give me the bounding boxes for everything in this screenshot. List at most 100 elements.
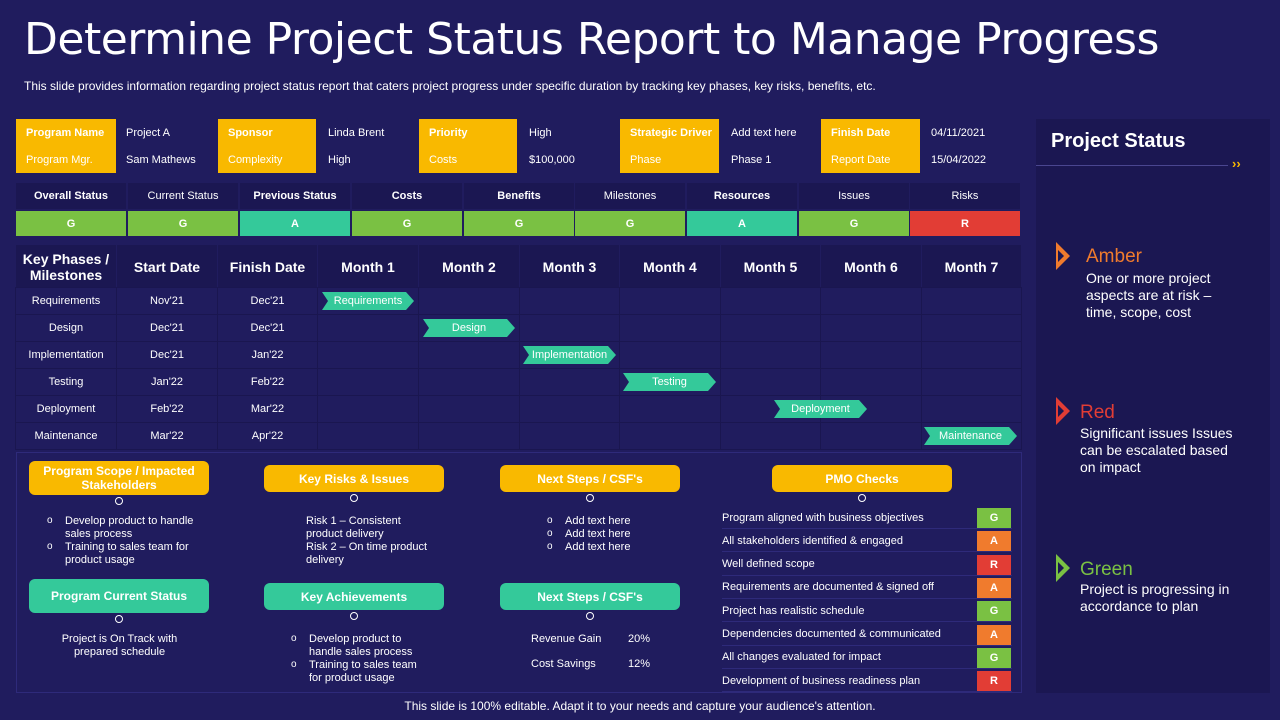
- program-current-status-text: Project is On Track with prepared schedu…: [61, 633, 178, 658]
- status-badge: R: [977, 671, 1011, 692]
- status-badge: G: [799, 211, 909, 236]
- marker-inner: [1058, 405, 1064, 417]
- status-header: Milestones: [575, 183, 685, 209]
- finish-date-value: 04/11/2021: [931, 126, 986, 139]
- status-badge: R: [977, 554, 1011, 575]
- gantt-grid-cell: [317, 395, 419, 423]
- connector-dot-icon: [858, 494, 866, 502]
- gantt-grid-cell: [619, 287, 721, 315]
- status-badge: G: [352, 211, 462, 236]
- phase-value: Phase 1: [731, 153, 772, 166]
- gantt-header: Start Date: [117, 245, 217, 288]
- gantt-grid-cell: [418, 368, 520, 396]
- amber-title: Amber: [1086, 246, 1142, 267]
- gantt-bar: Requirements: [322, 292, 414, 310]
- key-achievements-title: Key Achievements: [300, 589, 408, 604]
- report-date-label: Report Date: [821, 146, 920, 173]
- connector-dot-icon: [115, 497, 123, 505]
- program-current-status-header: Program Current Status: [29, 579, 209, 623]
- status-badge: A: [977, 577, 1011, 598]
- program-scope-header: Program Scope / Impacted Stakeholders: [29, 461, 209, 505]
- gantt-grid-cell: [720, 368, 821, 396]
- gantt-grid-cell: [317, 314, 419, 342]
- phase-label: Phase: [620, 146, 719, 173]
- program-scope-title: Program Scope / Impacted Stakeholders: [43, 464, 195, 492]
- list-item: Training to sales team for product usage: [291, 658, 426, 685]
- gantt-grid-cell: [720, 287, 821, 315]
- amber-text: One or more project aspects are at risk …: [1086, 270, 1212, 320]
- sponsor-value: Linda Brent: [328, 126, 385, 139]
- gantt-bar: Maintenance: [924, 427, 1017, 445]
- gantt-grid-cell: [418, 287, 520, 315]
- status-header: Overall Status: [16, 183, 126, 209]
- status-badge: G: [977, 508, 1011, 528]
- gantt-grid-cell: [418, 422, 520, 450]
- gantt-grid-cell: [720, 341, 821, 369]
- gantt-grid-cell: [317, 368, 419, 396]
- strategic-driver-label: Strategic Driver: [620, 119, 719, 146]
- status-badge: A: [687, 211, 797, 236]
- project-status-legend: Project Status ›› Amber One or more proj…: [1036, 119, 1270, 693]
- gantt-phase-cell: Design: [15, 314, 117, 342]
- gantt-date-cell: Dec'21: [217, 287, 318, 315]
- pmo-check-row: Project has realistic schedule: [722, 600, 1012, 623]
- red-title: Red: [1080, 402, 1115, 423]
- status-badge: A: [977, 531, 1011, 552]
- gantt-grid-cell: [519, 395, 620, 423]
- gantt-header: Month 1: [318, 245, 418, 288]
- gantt-header: Month 3: [520, 245, 619, 288]
- pmo-check-row: Well defined scope: [722, 554, 1012, 576]
- report-date-value: 15/04/2022: [931, 153, 987, 166]
- gantt-phase-cell: Maintenance: [15, 422, 117, 450]
- gantt-date-cell: Mar'22: [116, 422, 218, 450]
- gantt-header: Month 7: [922, 245, 1021, 288]
- key-risks-header: Key Risks & Issues: [264, 465, 444, 502]
- gantt-bar: Deployment: [774, 400, 867, 418]
- gantt-grid-cell: [921, 368, 1022, 396]
- connector-dot-icon: [350, 612, 358, 620]
- connector-dot-icon: [350, 494, 358, 502]
- list-item: Develop product to handle sales process: [291, 632, 426, 659]
- gantt-grid-cell: [921, 395, 1022, 423]
- next-steps-2-header: Next Steps / CSF's: [500, 583, 680, 620]
- status-badge: G: [128, 211, 238, 236]
- pmo-checks-header: PMO Checks: [772, 465, 952, 502]
- strategic-driver-value: Add text here: [731, 126, 797, 139]
- marker-inner: [1058, 562, 1064, 574]
- connector-dot-icon: [586, 494, 594, 502]
- gantt-grid-cell: [418, 395, 520, 423]
- next-steps-list: Add text here Add text here Add text her…: [547, 514, 667, 554]
- complexity-label: Complexity: [218, 146, 316, 173]
- key-achievements-list: Develop product to handle sales process …: [291, 632, 426, 685]
- gantt-date-cell: Dec'21: [116, 314, 218, 342]
- gantt-date-cell: Jan'22: [116, 368, 218, 396]
- gantt-grid-cell: [619, 422, 721, 450]
- costs-label: Costs: [419, 146, 517, 173]
- gantt-date-cell: Feb'22: [116, 395, 218, 423]
- gantt-date-cell: Dec'21: [116, 341, 218, 369]
- list-item: Add text here: [547, 527, 667, 541]
- next-steps-2-title: Next Steps / CSF's: [537, 589, 643, 604]
- complexity-value: High: [328, 153, 351, 166]
- status-badge: G: [977, 647, 1011, 668]
- connector-dot-icon: [586, 612, 594, 620]
- gantt-header: Key Phases / Milestones: [16, 245, 116, 288]
- gantt-phase-cell: Requirements: [15, 287, 117, 315]
- pmo-check-row: Program aligned with business objectives: [722, 507, 1012, 529]
- gantt-phase-cell: Testing: [15, 368, 117, 396]
- priority-value: High: [529, 126, 552, 139]
- finish-date-label: Finish Date: [821, 119, 920, 146]
- sponsor-label: Sponsor: [218, 119, 316, 146]
- gantt-grid-cell: [921, 314, 1022, 342]
- cost-savings-value: 12%: [628, 658, 651, 670]
- program-scope-list: Develop product to handle sales process …: [47, 514, 217, 567]
- gantt-grid-cell: [619, 314, 721, 342]
- status-header: Resources: [687, 183, 797, 209]
- gantt-grid-cell: [820, 422, 922, 450]
- program-mgr-label: Program Mgr.: [16, 146, 116, 173]
- status-badge: A: [977, 624, 1011, 645]
- pmo-check-row: Development of business readiness plan: [722, 670, 1012, 693]
- risk-2-text: Risk 2 – On time product delivery: [306, 541, 428, 566]
- gantt-grid-cell: [619, 341, 721, 369]
- status-badge: A: [240, 211, 350, 236]
